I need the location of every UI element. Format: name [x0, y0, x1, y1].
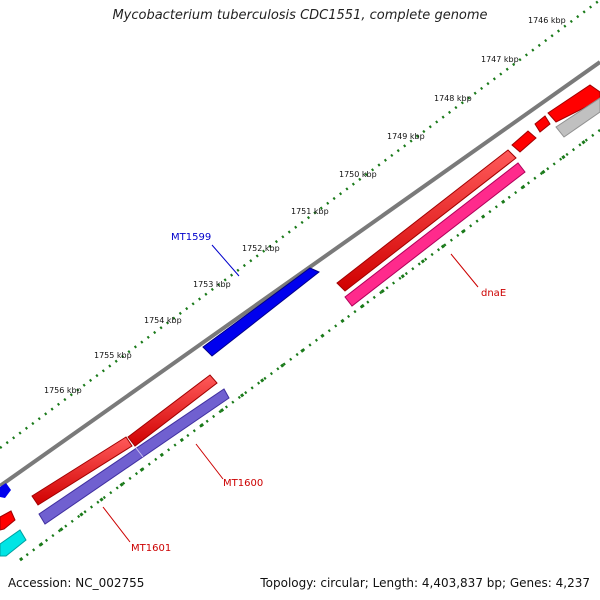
leader-mt1599	[211, 244, 240, 277]
gene-dnae-rna[interactable]	[344, 162, 526, 307]
gene-mt1600[interactable]	[127, 374, 218, 447]
scale-label: 1751 kbp	[291, 207, 329, 216]
leader-mt1600	[195, 443, 224, 480]
genome-summary: Topology: circular; Length: 4,403,837 bp…	[260, 576, 590, 590]
scale-label: 1752 kbp	[242, 244, 280, 253]
scale-label: 1753 kbp	[193, 280, 231, 289]
gene-left-cyan[interactable]	[0, 529, 27, 557]
leader-mt1601	[102, 506, 131, 543]
outer-scale-ring	[0, 0, 600, 450]
scale-label: 1748 kbp	[434, 94, 472, 103]
gene-mt1601[interactable]	[31, 436, 133, 506]
gene-label-mt1600[interactable]: MT1600	[223, 478, 263, 489]
genome-backbone	[0, 60, 600, 488]
scale-label: 1756 kbp	[44, 386, 82, 395]
gene-label-mt1601[interactable]: MT1601	[131, 543, 171, 554]
accession-text: Accession: NC_002755	[8, 576, 145, 590]
gene-purple[interactable]	[38, 388, 230, 525]
scale-label: 1755 kbp	[94, 351, 132, 360]
scale-labels: 1746 kbp 1747 kbp 1748 kbp 1749 kbp 1750…	[44, 16, 566, 395]
gene-small-2[interactable]	[534, 115, 551, 133]
scale-label: 1749 kbp	[387, 132, 425, 141]
gene-small-1[interactable]	[511, 130, 537, 153]
gene-small-3[interactable]	[547, 84, 600, 123]
gene-features	[0, 84, 600, 557]
gene-label-dnae[interactable]: dnaE	[481, 288, 506, 299]
inner-tick-ring	[19, 128, 600, 562]
gene-left-red[interactable]	[0, 510, 16, 531]
scale-label: 1747 kbp	[481, 55, 519, 64]
gene-left-blue[interactable]	[0, 483, 11, 498]
gene-mt1599[interactable]	[202, 267, 320, 357]
inner-major-ticks	[19, 128, 600, 562]
scale-label: 1746 kbp	[528, 16, 566, 25]
gene-grey[interactable]	[555, 97, 600, 138]
scale-label: 1754 kbp	[144, 316, 182, 325]
gene-dnae[interactable]	[336, 149, 517, 292]
leader-dnae	[450, 253, 479, 288]
scale-label: 1750 kbp	[339, 170, 377, 179]
map-title: Mycobacterium tuberculosis CDC1551, comp…	[112, 8, 488, 23]
gene-label-mt1599[interactable]: MT1599	[171, 232, 211, 243]
